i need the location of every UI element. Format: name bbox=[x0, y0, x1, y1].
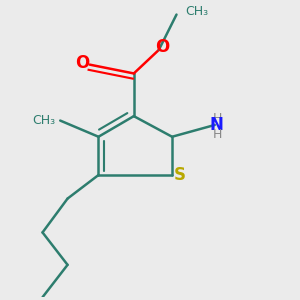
Text: CH₃: CH₃ bbox=[185, 5, 208, 18]
Text: N: N bbox=[209, 116, 223, 134]
Text: H: H bbox=[213, 112, 222, 125]
Text: O: O bbox=[155, 38, 169, 56]
Text: S: S bbox=[173, 166, 185, 184]
Text: H: H bbox=[213, 128, 222, 141]
Text: CH₃: CH₃ bbox=[33, 114, 56, 127]
Text: O: O bbox=[75, 54, 89, 72]
